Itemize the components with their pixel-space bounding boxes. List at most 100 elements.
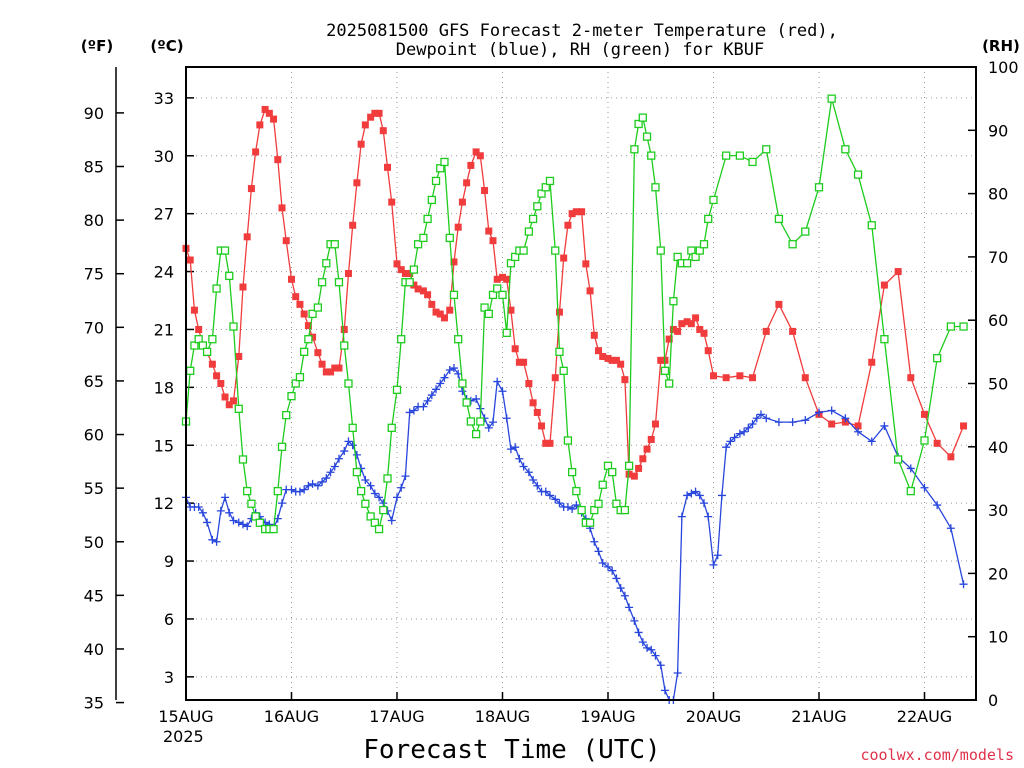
temperature-point: [692, 314, 700, 322]
dewpoint-point: [959, 580, 968, 589]
rh-point: [313, 303, 323, 312]
rh-point: [577, 505, 586, 515]
chart-subtitle: Dewpoint (blue), RH (green) for KBUF: [396, 40, 764, 60]
rh-point: [511, 252, 520, 262]
c-tick-label: 30: [154, 147, 174, 166]
rh-point: [624, 461, 634, 470]
c-tick-label: 27: [154, 205, 174, 224]
dewpoint-point: [541, 487, 550, 496]
temperature-point: [736, 372, 744, 380]
temperature-point: [630, 472, 638, 480]
dewpoint-point: [616, 584, 625, 593]
rh-point: [528, 214, 538, 224]
temperature-point: [274, 156, 282, 164]
temperature-point: [710, 372, 717, 380]
dewpoint-point: [660, 686, 669, 695]
temperature-point: [361, 121, 369, 129]
temperature-point: [683, 318, 691, 326]
c-tick-label: 9: [164, 552, 174, 571]
dewpoint-point: [933, 501, 942, 510]
rh-point: [454, 335, 463, 344]
data-series: [181, 94, 968, 704]
temperature-point: [551, 374, 559, 382]
dewpoint-point: [203, 518, 212, 527]
temperature-point: [239, 283, 247, 291]
dewpoint-point: [489, 418, 498, 427]
rh-point: [841, 145, 850, 154]
temperature-point: [604, 354, 612, 362]
dewpoint-point: [278, 499, 287, 508]
temperature-point: [292, 293, 300, 301]
x-tick-label: 18AUG: [475, 707, 530, 726]
rh-point: [656, 246, 665, 255]
temperature-point: [775, 300, 783, 308]
rh-point: [853, 170, 863, 179]
rh-point: [186, 366, 195, 375]
rh-point: [440, 157, 449, 167]
temperature-point: [340, 325, 348, 333]
rh-point: [255, 518, 265, 527]
dewpoint-point: [445, 365, 454, 374]
dewpoint-point: [634, 628, 643, 637]
dewpoint-point: [243, 522, 252, 531]
temperature-point: [450, 258, 458, 266]
temperature-point: [335, 364, 343, 372]
f-tick-label: 70: [84, 318, 104, 337]
dewpoint-point: [352, 450, 361, 459]
x-tick-label: 20AUG: [686, 707, 741, 726]
temperature-point: [288, 275, 295, 283]
rh-point: [247, 499, 256, 508]
dewpoint-point: [906, 464, 915, 473]
temperature-point: [309, 333, 317, 341]
dewpoint-point: [801, 416, 810, 425]
temperature-point: [525, 380, 533, 387]
temperature-point: [213, 372, 221, 380]
rh-point: [612, 499, 621, 508]
rh-point: [594, 499, 603, 508]
rh-point: [220, 246, 230, 255]
rh-point: [488, 290, 498, 300]
rh-point: [608, 467, 617, 477]
dewpoint-point: [612, 574, 621, 583]
temperature-point: [621, 376, 629, 384]
dewpoint-point: [234, 518, 243, 527]
rh-point: [638, 113, 647, 122]
temperature-point: [467, 161, 475, 169]
temperature-point: [669, 325, 677, 333]
temperature-point: [674, 327, 682, 335]
temperature-point: [507, 306, 515, 314]
dewpoint-point: [568, 504, 577, 513]
temperature-point: [379, 127, 387, 135]
dewpoint-point: [604, 562, 612, 571]
temperature-point: [252, 148, 260, 156]
rh-point: [533, 202, 542, 211]
dewpoint-point: [304, 481, 313, 490]
temperature-point: [424, 291, 432, 299]
temperature-point: [647, 435, 655, 443]
dewpoint-point: [598, 558, 607, 567]
rh-point: [202, 347, 212, 357]
temperature-point: [225, 401, 233, 409]
rh-point: [585, 518, 595, 527]
rh-point: [287, 392, 296, 401]
temperature-point: [639, 455, 647, 463]
rh-point: [194, 335, 203, 344]
rh-point: [383, 474, 392, 483]
rh-point: [480, 303, 489, 312]
rh-point: [308, 309, 317, 319]
rh-point: [665, 379, 674, 388]
dewpoint-point: [221, 493, 230, 502]
series-temperature: [182, 105, 968, 480]
dewpoint-point: [493, 377, 502, 386]
dewpoint-point: [287, 485, 296, 494]
dewpoint-point: [216, 506, 225, 515]
temperature-point: [458, 198, 466, 206]
rh-point: [436, 164, 445, 173]
rh-point: [366, 512, 375, 521]
rh-point: [340, 341, 349, 350]
temperature-point: [907, 374, 915, 382]
rh-point: [387, 423, 396, 432]
dewpoint-point: [524, 468, 533, 477]
temperature-point: [560, 254, 568, 262]
rh-point: [920, 436, 929, 445]
